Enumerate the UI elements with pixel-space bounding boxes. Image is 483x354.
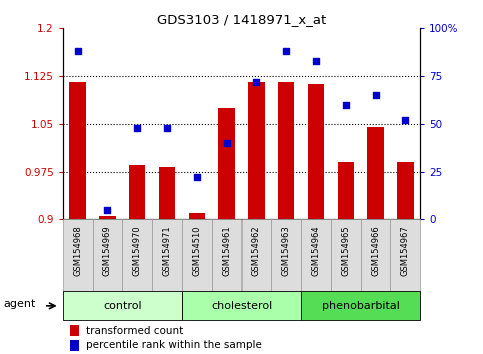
Bar [212, 219, 242, 292]
Bar [182, 291, 301, 320]
Title: GDS3103 / 1418971_x_at: GDS3103 / 1418971_x_at [157, 13, 326, 26]
Text: GSM154971: GSM154971 [163, 225, 171, 276]
Text: GSM154962: GSM154962 [252, 225, 261, 276]
Point [372, 92, 380, 98]
Text: cholesterol: cholesterol [211, 301, 272, 311]
Text: GSM154965: GSM154965 [341, 225, 350, 276]
Point [163, 125, 171, 131]
Point [223, 140, 230, 146]
Bar [301, 291, 420, 320]
Bar [271, 219, 301, 292]
Bar [189, 213, 205, 219]
Point [312, 58, 320, 64]
Text: GSM154970: GSM154970 [133, 225, 142, 276]
Text: GSM154966: GSM154966 [371, 225, 380, 276]
Bar [93, 219, 122, 292]
Text: phenobarbital: phenobarbital [322, 301, 399, 311]
Text: GSM154969: GSM154969 [103, 225, 112, 276]
Bar [99, 216, 115, 219]
Point [253, 79, 260, 85]
Text: transformed count: transformed count [85, 326, 183, 336]
Text: control: control [103, 301, 142, 311]
Bar [129, 165, 145, 219]
Bar [361, 219, 390, 292]
Bar [331, 219, 361, 292]
Point [133, 125, 141, 131]
Bar [122, 219, 152, 292]
Bar [338, 162, 354, 219]
Bar [278, 82, 294, 219]
Text: GSM154961: GSM154961 [222, 225, 231, 276]
Text: percentile rank within the sample: percentile rank within the sample [85, 340, 261, 350]
Text: GSM154967: GSM154967 [401, 225, 410, 276]
Text: GSM154964: GSM154964 [312, 225, 320, 276]
Bar [182, 219, 212, 292]
Bar [159, 167, 175, 219]
Bar [70, 325, 79, 336]
Point [74, 48, 82, 54]
Bar [242, 219, 271, 292]
Point [193, 175, 201, 180]
Bar [218, 108, 235, 219]
Bar [70, 340, 79, 351]
Point [342, 102, 350, 108]
Bar [63, 291, 182, 320]
Text: GSM154510: GSM154510 [192, 225, 201, 276]
Bar [397, 162, 413, 219]
Bar [368, 127, 384, 219]
Bar [248, 82, 265, 219]
Text: GSM154963: GSM154963 [282, 225, 291, 276]
Text: agent: agent [3, 299, 36, 309]
Bar [301, 219, 331, 292]
Point [282, 48, 290, 54]
Bar [152, 219, 182, 292]
Bar [70, 82, 86, 219]
Point [401, 117, 409, 123]
Text: GSM154968: GSM154968 [73, 225, 82, 276]
Bar [390, 219, 420, 292]
Bar [63, 219, 93, 292]
Bar [308, 84, 324, 219]
Point [104, 207, 112, 213]
